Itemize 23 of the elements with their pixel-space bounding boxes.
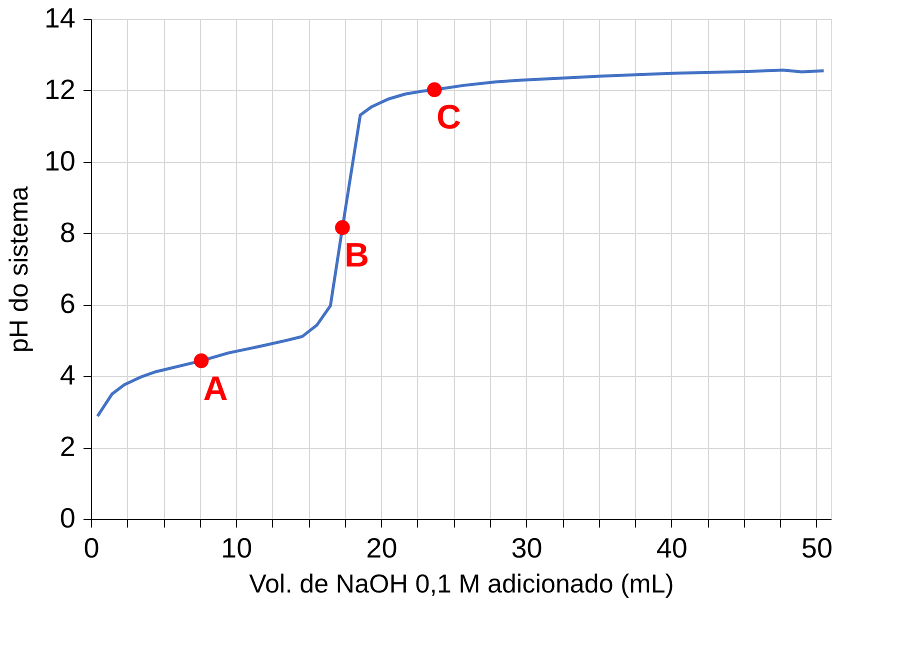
line-series xyxy=(96,68,826,418)
point xyxy=(194,353,209,368)
y-tick-label: 6 xyxy=(60,288,76,320)
x-tick-label: 10 xyxy=(221,532,252,564)
annotation: C xyxy=(436,98,462,137)
x-tick-label: 0 xyxy=(84,532,100,564)
x-tick-label: 50 xyxy=(801,532,833,564)
annotation: B xyxy=(344,236,370,275)
y-axis-title: pH do sistema xyxy=(3,186,34,353)
y-tick-label: 2 xyxy=(60,431,76,462)
y-tick-label: 10 xyxy=(44,145,76,176)
y-tick-label: 14 xyxy=(44,2,76,34)
y-tick-label: 4 xyxy=(60,360,76,391)
x-tick-label: 30 xyxy=(511,532,542,564)
y-tick-label: 0 xyxy=(60,502,76,534)
annotation: A xyxy=(203,370,228,408)
y-tick-label: 12 xyxy=(44,74,76,105)
x-tick-label: 20 xyxy=(366,532,398,564)
point xyxy=(427,82,442,98)
x-tick-label: 40 xyxy=(656,532,688,564)
x-axis-title: Vol. de NaOH 0,1 M adicionado (mL) xyxy=(249,568,674,598)
point xyxy=(335,220,350,235)
y-tick-label: 8 xyxy=(60,216,76,248)
